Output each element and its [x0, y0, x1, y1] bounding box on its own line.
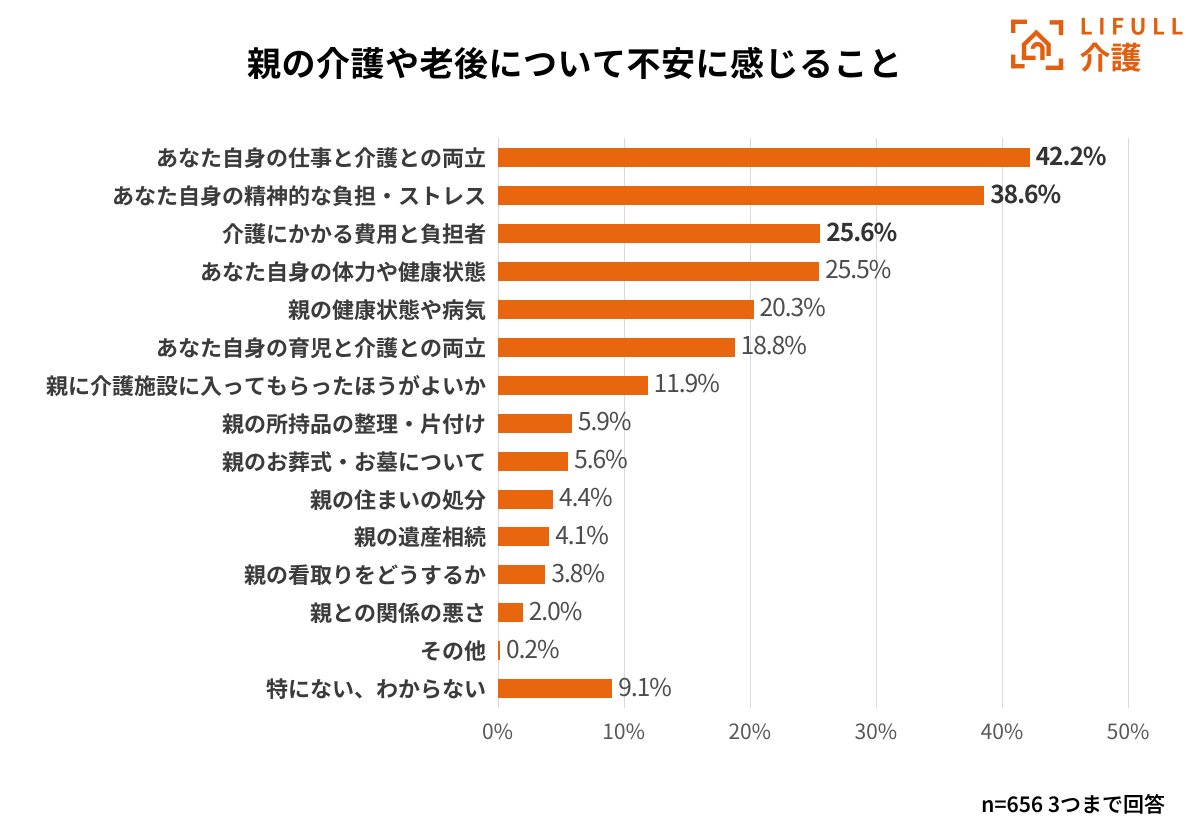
svg-text:LIFULL: LIFULL — [1080, 10, 1189, 42]
svg-text:介護: 介護 — [1080, 33, 1142, 78]
